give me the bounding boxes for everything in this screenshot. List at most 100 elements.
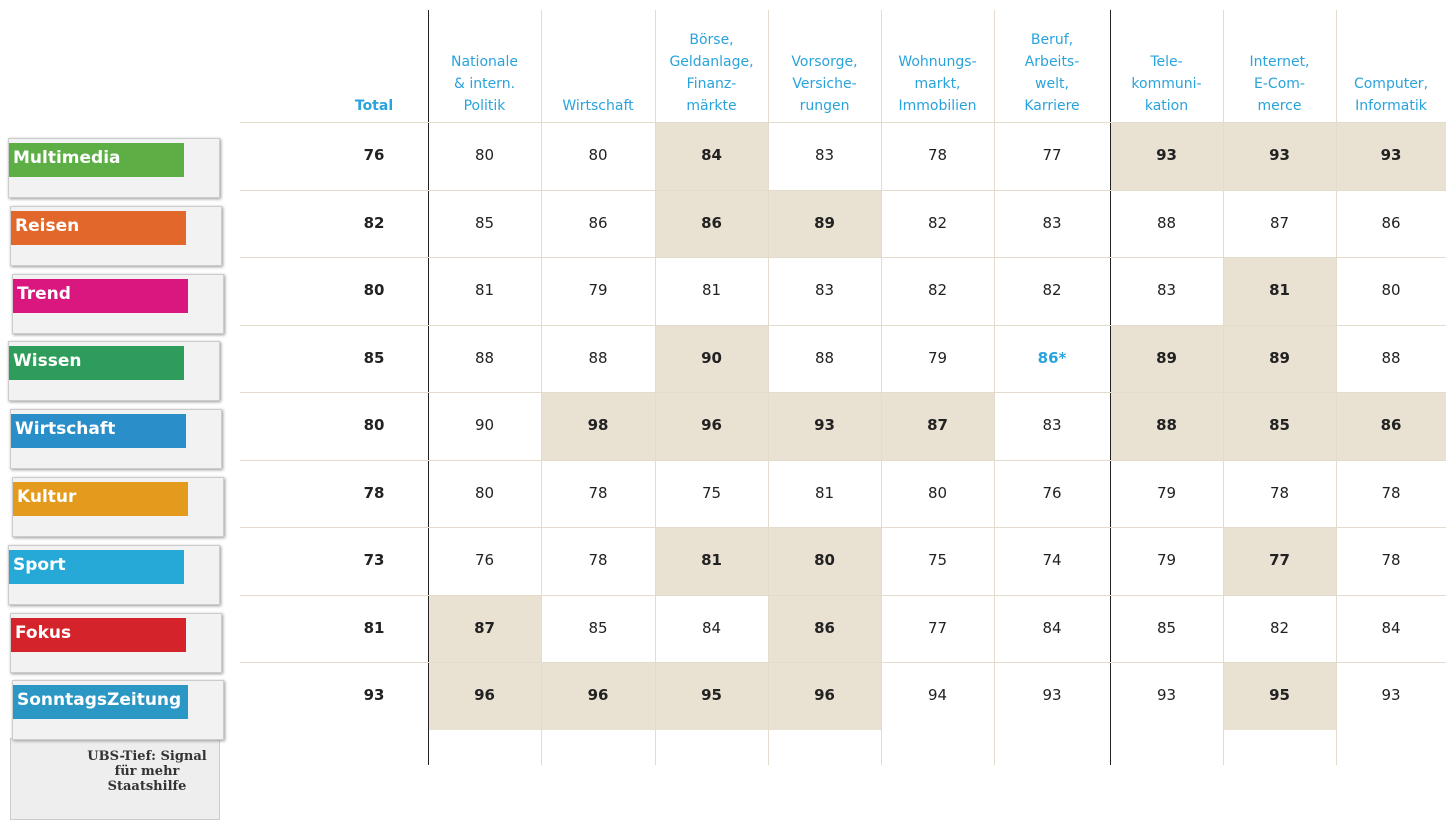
value-cell: 88	[1110, 392, 1223, 460]
value-cell: 81	[428, 257, 541, 325]
value-cell: 75	[655, 460, 768, 527]
value-cell: 74	[994, 527, 1110, 595]
value-cell: 88	[541, 325, 655, 392]
value-cell: 78	[541, 527, 655, 595]
total-cell: 85	[320, 325, 428, 392]
value-cell: 88	[768, 325, 881, 392]
header-line: & intern.	[428, 73, 541, 95]
section-thumbnail: Fokus	[10, 613, 222, 673]
value-cell: 80	[768, 527, 881, 595]
total-cell: 76	[320, 122, 428, 190]
value-cell: 93	[1223, 122, 1336, 190]
header-line: märkte	[655, 95, 768, 117]
header-line: Internet,	[1223, 51, 1336, 73]
column-header: Börse,Geldanlage,Finanz-märkte	[655, 29, 768, 117]
header-line: Arbeits-	[994, 51, 1110, 73]
value-cell: 88	[1336, 325, 1446, 392]
section-label: Trend	[13, 279, 188, 313]
section-label: Multimedia	[9, 143, 184, 177]
total-cell: 93	[320, 662, 428, 730]
value-cell: 96	[768, 662, 881, 730]
header-line: Vorsorge,	[768, 51, 881, 73]
value-cell: 83	[994, 190, 1110, 257]
value-cell: 93	[1336, 662, 1446, 730]
total-cell: 81	[320, 595, 428, 662]
section-label: Wirtschaft	[11, 414, 186, 448]
value-cell: 84	[994, 595, 1110, 662]
header-total: Total	[320, 95, 428, 117]
header-line: E-Com-	[1223, 73, 1336, 95]
value-cell: 79	[881, 325, 994, 392]
value-cell: 85	[1223, 392, 1336, 460]
value-cell: 98	[541, 392, 655, 460]
value-cell: 84	[1336, 595, 1446, 662]
value-cell: 83	[768, 122, 881, 190]
value-cell: 82	[994, 257, 1110, 325]
value-cell: 78	[1336, 527, 1446, 595]
header-line: Wirtschaft	[541, 95, 655, 117]
header-line: markt,	[881, 73, 994, 95]
section-label: Sport	[9, 550, 184, 584]
value-cell: 75	[881, 527, 994, 595]
value-cell: 81	[1223, 257, 1336, 325]
value-cell: 80	[428, 122, 541, 190]
value-cell: 94	[881, 662, 994, 730]
value-cell: 82	[1223, 595, 1336, 662]
value-cell: 93	[1110, 122, 1223, 190]
section-thumbnail: Multimedia	[8, 138, 220, 198]
value-cell: 76	[428, 527, 541, 595]
column-header: Computer,Informatik	[1336, 73, 1446, 117]
value-cell: 84	[655, 122, 768, 190]
value-cell: 85	[428, 190, 541, 257]
value-cell: 79	[541, 257, 655, 325]
value-cell: 76	[994, 460, 1110, 527]
value-cell: 79	[1110, 460, 1223, 527]
value-cell: 89	[768, 190, 881, 257]
value-cell: 80	[881, 460, 994, 527]
section-thumbnail: Wirtschaft	[10, 409, 222, 469]
section-label: Kultur	[13, 482, 188, 516]
value-cell: 78	[881, 122, 994, 190]
value-cell: 93	[994, 662, 1110, 730]
section-thumbnail: Sport	[8, 545, 220, 605]
value-cell: 90	[428, 392, 541, 460]
header-line: Börse,	[655, 29, 768, 51]
value-cell: 96	[655, 392, 768, 460]
value-cell: 88	[1110, 190, 1223, 257]
total-cell: 82	[320, 190, 428, 257]
section-thumbnail: SonntagsZeitung	[12, 680, 224, 740]
header-line: Beruf,	[994, 29, 1110, 51]
section-label: Fokus	[11, 618, 186, 652]
value-cell: 87	[428, 595, 541, 662]
value-cell: 86	[1336, 190, 1446, 257]
value-cell: 93	[1110, 662, 1223, 730]
value-cell: 95	[1223, 662, 1336, 730]
total-cell: 73	[320, 527, 428, 595]
page: UBS-Tief: Signal für mehr Staatshilfe To…	[0, 0, 1446, 825]
total-cell: 80	[320, 392, 428, 460]
column-header: Wohnungs-markt,Immobilien	[881, 51, 994, 117]
header-line: Geldanlage,	[655, 51, 768, 73]
header-line: rungen	[768, 95, 881, 117]
section-label: Reisen	[11, 211, 186, 245]
value-cell: 79	[1110, 527, 1223, 595]
value-cell: 95	[655, 662, 768, 730]
value-cell: 89	[1223, 325, 1336, 392]
value-cell: 82	[881, 190, 994, 257]
value-cell: 83	[768, 257, 881, 325]
header-line: merce	[1223, 95, 1336, 117]
value-cell: 85	[541, 595, 655, 662]
header-line: Politik	[428, 95, 541, 117]
header-line: Karriere	[994, 95, 1110, 117]
value-cell: 80	[1336, 257, 1446, 325]
value-cell: 77	[994, 122, 1110, 190]
value-cell: 81	[655, 257, 768, 325]
value-cell: 78	[541, 460, 655, 527]
header-line: Tele-	[1110, 51, 1223, 73]
column-header: Tele-kommuni-kation	[1110, 51, 1223, 117]
column-header: Wirtschaft	[541, 95, 655, 117]
value-cell: 87	[881, 392, 994, 460]
value-cell: 80	[541, 122, 655, 190]
value-cell: 86*	[994, 325, 1110, 392]
section-label: Wissen	[9, 346, 184, 380]
